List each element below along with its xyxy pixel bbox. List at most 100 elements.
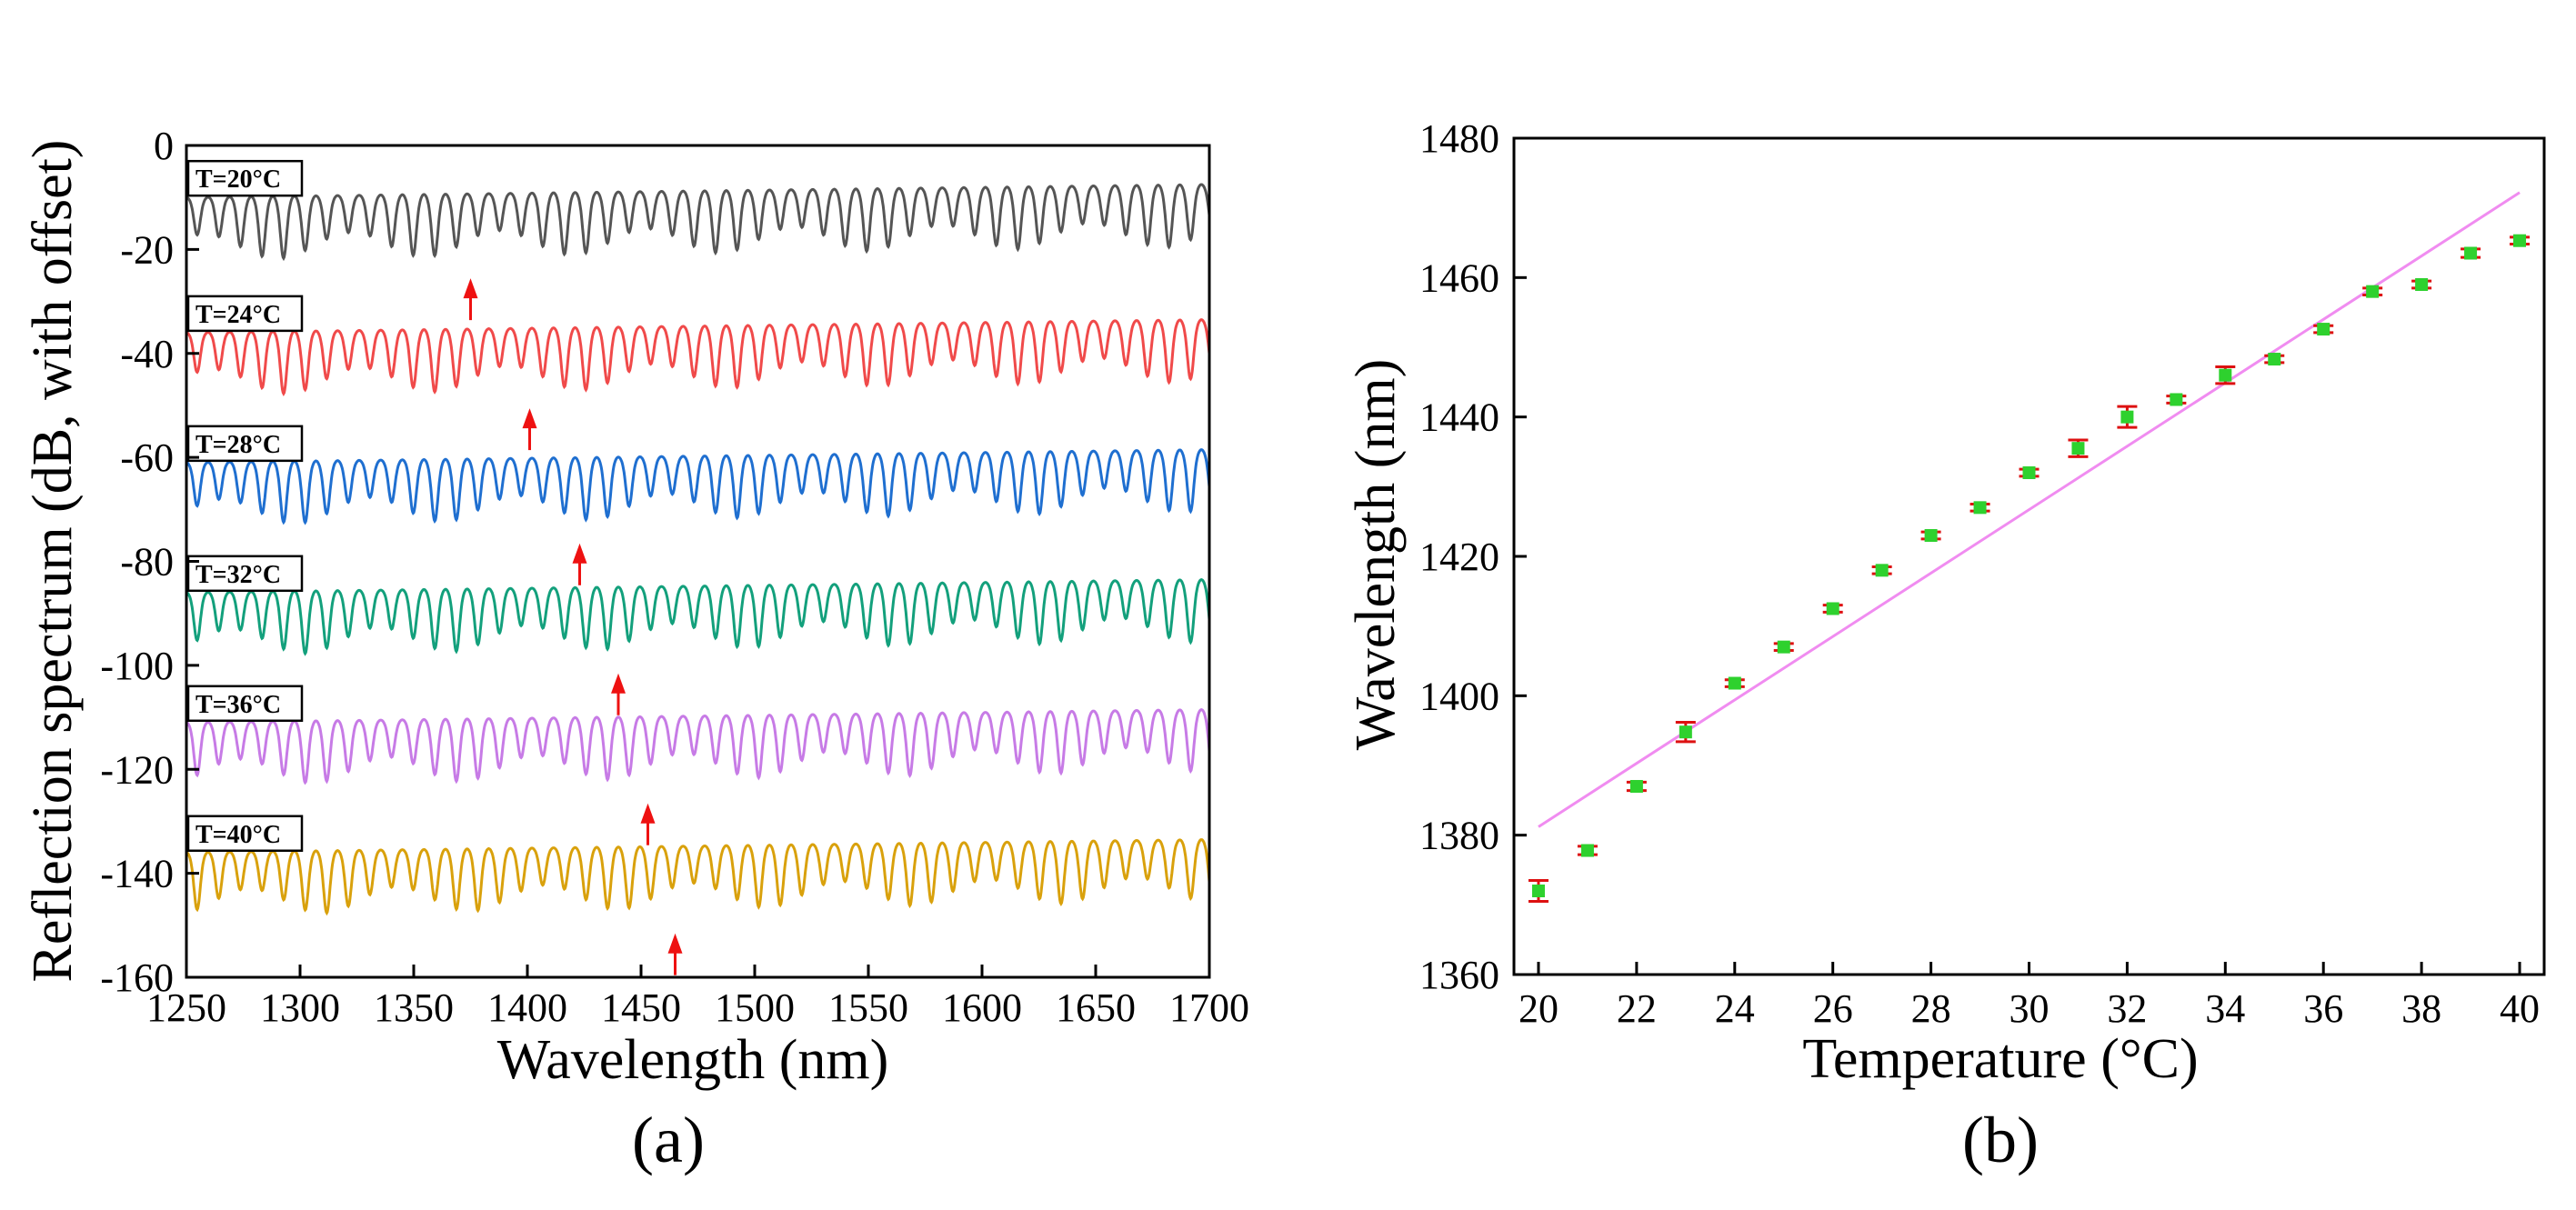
panel-b-x-tick-label: 34 [2205,986,2245,1031]
panel-a-arrow-head [611,673,626,694]
panel-a-series-labels: T=20°C T=24°C T=28°C T=32°C T=36°C T=40°C [186,159,304,852]
panel-b-point-marker [2219,368,2232,382]
panel-a-y-tick-label: 0 [154,124,174,168]
panel-a-x-tick-label: 1550 [828,985,908,1030]
panel-b-point-marker [2120,410,2134,424]
panel-a-arrow-head [667,933,683,954]
panel-a-x-tick-label: 1300 [260,985,340,1030]
panel-a-y-tick-label: -140 [100,852,174,896]
panel-a-series-line [185,318,1211,397]
panel-a-label-frame [186,815,304,852]
panel-a-arrow-head [640,803,656,824]
panel-b-data-point [1871,564,1892,577]
panel-a-series-label-text: T=32°C [195,561,281,589]
panel-b-point-marker [2022,466,2036,479]
panel-a-label-frame [186,555,304,593]
panel-a-series-label-box: T=36°C [186,685,304,723]
panel-b-point-marker [2366,285,2380,298]
panel-a-series-label-box: T=24°C [186,295,304,333]
panel-a-x-tick-label: 1450 [601,985,681,1030]
panel-b-point-marker [1777,640,1790,654]
panel-a-arrow-head [463,278,478,299]
panel-b-point-marker [2170,393,2183,406]
panel-b-data-point [2117,405,2138,429]
panel-b-x-tick-label: 36 [2303,986,2343,1031]
panel-b-y-tick-label: 1380 [1419,814,1499,858]
panel-b-point-marker [2071,442,2085,455]
panel-a-series-line [185,578,1211,656]
panel-b-point-marker [2268,353,2281,366]
panel-b-x-tick-label: 40 [2500,986,2540,1031]
panel-a-x-tick-label: 1400 [487,985,567,1030]
panel-a-label-frame [186,159,304,197]
panel-b-point-marker [1580,844,1594,857]
panel-a-series-label-box: T=28°C [186,425,304,463]
panel-a-series-group [185,183,1211,916]
panel-b-point-marker [1531,885,1545,897]
panel-a-label-frame [186,295,304,333]
panel-b-point-marker [1924,529,1938,542]
panel-b-y-tick-label: 1360 [1419,953,1499,997]
panel-b-data-point [1626,780,1647,793]
panel-b-fit-line-group [1538,191,2521,828]
panel-b-point-marker [2317,323,2330,336]
panel-b-x-tick-label: 20 [1519,986,1559,1031]
panel-b-x-tick-label: 26 [1813,986,1853,1031]
panel-a-series-label-box: T=20°C [186,159,304,197]
panel-a-series-label-text: T=28°C [195,431,281,459]
panel-b-x-tick-label: 38 [2401,986,2441,1031]
panel-a-series-line [185,838,1211,916]
panel-b-data-point [2215,365,2236,385]
panel-a-label-frame [186,685,304,723]
panel-b-data-point [1724,676,1745,690]
panel-b-x-tick-label: 24 [1715,986,1755,1031]
panel-a-x-tick-label: 1700 [1169,985,1249,1030]
panel-b-data-point [2166,393,2187,406]
panel-b-y-ticks: 1360 1380 1400 1420 1440 1460 1480 [1419,116,1527,997]
panel-b-data-point [1528,879,1549,903]
panel-a-y-tick-label: -60 [120,435,174,480]
panel-a-x-tick-label: 1500 [715,985,795,1030]
panel-a-x-tick-label: 1350 [374,985,454,1030]
panel-b-y-tick-label: 1480 [1419,116,1499,161]
panel-a-x-tick-label: 1600 [942,985,1022,1030]
panel-b-x-tick-label: 32 [2107,986,2147,1031]
panel-a-series-line [185,708,1211,785]
panel-a-chart: T=20°C T=24°C T=28°C T=32°C T=36°C T=40°C 125… [22,124,1249,1176]
panel-a-series-line [185,183,1211,262]
panel-a-x-axis-label: Wavelength (nm) [497,1029,889,1091]
panel-b-point-marker [1973,501,1987,515]
panel-b-plot-frame [1512,136,2546,976]
panel-b-data-point [1920,529,1941,542]
panel-b-data-point [2510,234,2531,247]
panel-a-y-tick-label: -160 [100,955,174,1000]
panel-b-y-tick-label: 1440 [1419,395,1499,440]
panel-b-point-marker [1629,780,1643,793]
panel-b-y-tick-label: 1400 [1419,674,1499,718]
panel-a-series-label-text: T=24°C [195,301,281,329]
panel-b-data-points [1528,234,2531,903]
panel-b-x-axis-label: Temperature (°C) [1802,1028,2198,1090]
panel-b-point-marker [1679,725,1692,739]
panel-b-data-point [2019,466,2040,479]
panel-a-x-tick-label: 1250 [146,985,226,1030]
panel-a-y-tick-label: -120 [100,747,174,792]
panel-a-y-tick-label: -20 [120,227,174,272]
panel-a-label-frame [186,425,304,463]
panel-b-data-point [2264,353,2285,366]
panel-b-y-tick-label: 1420 [1419,535,1499,579]
panel-b-point-marker [2415,278,2429,291]
panel-b-data-point [2313,323,2334,336]
panel-a-y-ticks: 0 -20 -40 -60 -80 -100 -120 -140 -160 [100,124,199,1000]
panel-a-series-label-text: T=36°C [195,691,281,719]
panel-b-data-point [1773,640,1794,654]
panel-b-x-ticks: 20 22 24 26 28 30 32 34 36 38 40 [1519,962,2540,1031]
panel-a-series-label-box: T=40°C [186,815,304,852]
panel-b-data-point [2068,438,2089,458]
panel-b-data-point [2411,278,2432,291]
panel-b-chart: 20 22 24 26 28 30 32 34 36 38 40 13601380140014201… [1345,116,2546,1176]
panel-b-data-point [1577,844,1598,857]
panel-b-x-tick-label: 30 [2010,986,2050,1031]
panel-b-point-marker [1875,564,1889,577]
